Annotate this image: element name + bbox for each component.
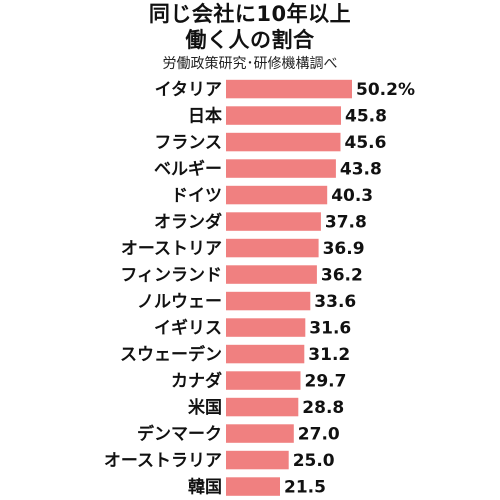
category-label-12: 米国 [188,397,222,418]
value-label-12: 28.8 [302,398,344,418]
category-label-7: フィンランド [120,266,222,286]
category-label-15: 韓国 [188,477,222,498]
value-label-0: 50.2% [356,80,415,100]
value-label-6: 36.9 [323,239,365,259]
bar-9 [226,318,306,337]
bar-12 [226,397,299,417]
bar-6 [226,238,319,258]
bar-1 [226,106,341,125]
category-label-8: ノルウェー [137,292,222,312]
bar-5 [226,212,321,231]
category-label-3: ベルギー [154,160,222,180]
value-label-3: 43.8 [340,160,382,180]
category-label-11: カナダ [171,371,222,392]
value-label-4: 40.3 [331,186,373,206]
bar-3 [226,159,336,178]
category-label-4: ドイツ [171,186,222,206]
chart-source: 労働政策研究･研修機構調べ [162,56,338,72]
value-label-1: 45.8 [345,107,387,127]
value-label-2: 45.6 [345,133,387,153]
chart-title-line-1: 同じ会社に10年以上 [148,2,352,26]
value-label-10: 31.2 [308,345,350,365]
category-label-5: オランダ [154,212,222,233]
bar-8 [226,291,311,311]
category-label-2: フランス [154,133,222,153]
category-label-9: イギリス [154,319,222,339]
value-label-7: 36.2 [321,266,363,286]
bar-4 [226,185,328,205]
category-label-14: オーストラリア [104,451,222,471]
bar-7 [226,265,317,284]
category-label-0: イタリア [155,80,222,100]
value-label-13: 27.0 [298,425,340,445]
value-label-8: 33.6 [314,292,356,312]
bar-10 [226,344,305,364]
value-label-9: 31.6 [309,319,351,339]
value-label-15: 21.5 [284,478,326,498]
bar-14 [226,450,289,470]
chart-title-line-2: 働く人の割合 [185,28,315,52]
category-label-6: オーストリア [121,239,222,259]
bar-15 [226,477,280,496]
category-label-1: 日本 [188,106,222,127]
bar-0 [226,79,352,99]
category-label-10: スウェーデン [120,344,222,365]
bar-11 [226,371,301,390]
bar-2 [226,132,341,152]
category-label-13: デンマーク [137,424,222,445]
value-label-14: 25.0 [293,451,335,471]
value-label-11: 29.7 [305,372,347,392]
value-label-5: 37.8 [325,213,367,233]
bar-13 [226,424,294,443]
